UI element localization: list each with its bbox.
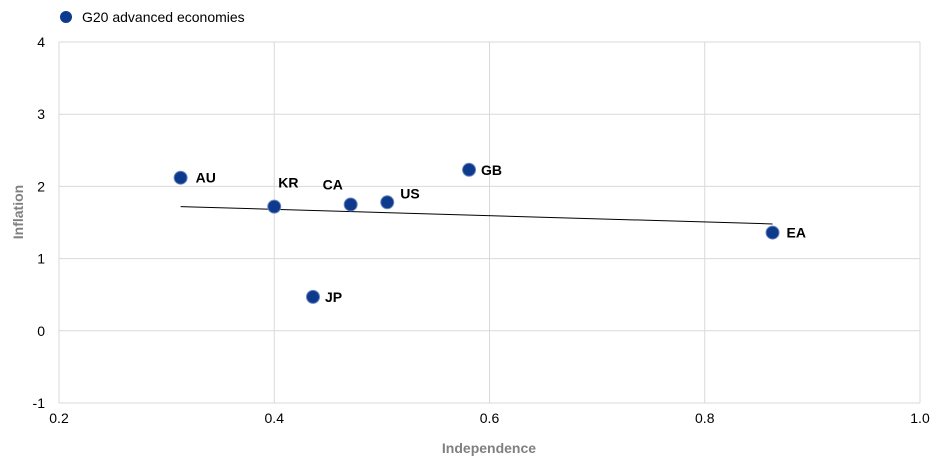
- x-tick-label: 1.0: [910, 410, 930, 426]
- point-label-ea: EA: [787, 225, 806, 241]
- y-tick-label: 1: [37, 251, 45, 267]
- data-point-us: [380, 195, 395, 210]
- y-tick-label: 4: [37, 34, 45, 50]
- data-point-ca: [343, 197, 358, 212]
- data-points: [173, 162, 780, 304]
- y-tick-label: 0: [37, 323, 45, 339]
- y-tick-label: 2: [37, 178, 45, 194]
- point-labels: AU KR JP CA US GB EA: [196, 162, 806, 305]
- point-label-jp: JP: [325, 289, 342, 305]
- gridlines: [58, 41, 921, 404]
- x-tick-label: 0.2: [49, 410, 69, 426]
- data-point-kr: [267, 199, 282, 214]
- data-point-jp: [305, 289, 320, 304]
- x-tick-label: 0.6: [480, 410, 500, 426]
- data-point-gb: [462, 162, 477, 177]
- legend-label: G20 advanced economies: [82, 9, 245, 25]
- point-label-us: US: [400, 185, 419, 201]
- y-tick-label: 3: [37, 106, 45, 122]
- point-label-ca: CA: [323, 176, 343, 192]
- data-point-au: [173, 170, 188, 185]
- x-axis-label: Independence: [442, 440, 536, 456]
- y-tick-label: -1: [33, 395, 46, 411]
- point-label-gb: GB: [481, 162, 502, 178]
- x-tick-label: 0.4: [265, 410, 285, 426]
- x-tick-label: 0.8: [695, 410, 715, 426]
- point-label-au: AU: [196, 170, 216, 186]
- legend-marker: [60, 11, 72, 23]
- x-tick-labels: 0.2 0.4 0.6 0.8 1.0: [49, 410, 930, 426]
- data-point-ea: [765, 225, 780, 240]
- y-tick-labels: -1 0 1 2 3 4: [33, 34, 46, 411]
- point-label-kr: KR: [278, 175, 298, 191]
- y-axis-label: Inflation: [10, 185, 26, 239]
- legend: G20 advanced economies: [60, 9, 245, 25]
